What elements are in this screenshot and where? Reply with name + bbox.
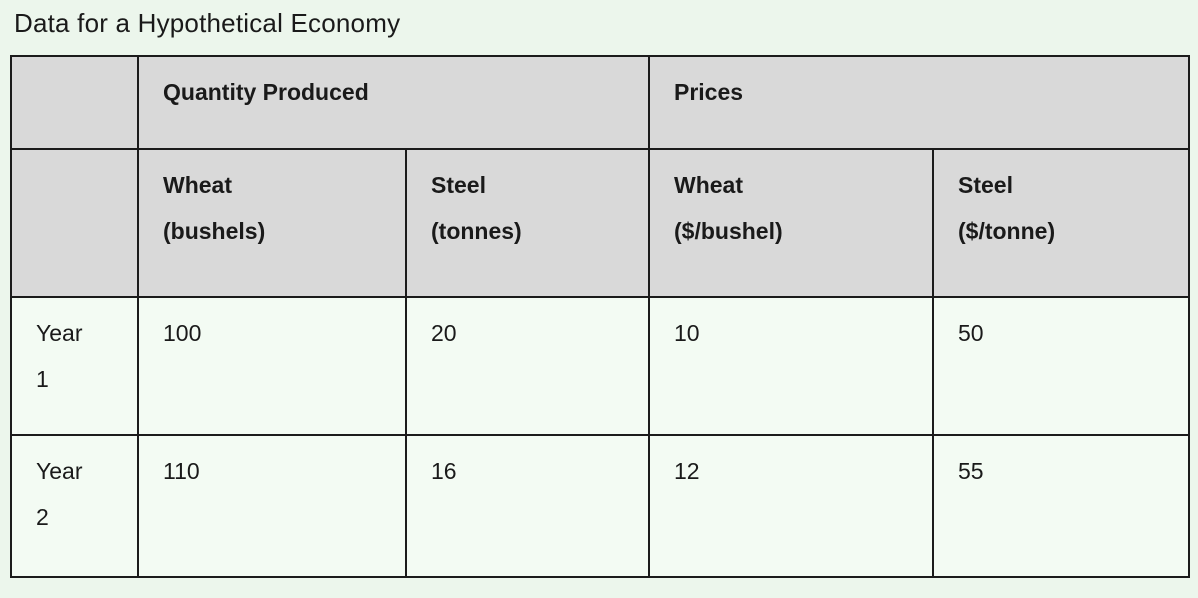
column-header-line-1: Wheat (163, 172, 232, 198)
table-row-year-1: Year 1 100 20 10 50 (10, 296, 1190, 436)
column-header-line-1: Steel (958, 172, 1013, 198)
row-header-line-2: 2 (36, 504, 49, 530)
corner-cell-top (10, 55, 139, 150)
column-header-line-2: ($/bushel) (674, 218, 783, 244)
row-header-year-2: Year 2 (10, 434, 139, 578)
cell-year1-steel-price: 50 (932, 296, 1190, 436)
cell-year2-wheat-bushels: 110 (137, 434, 407, 578)
column-header-steel-price: Steel ($/tonne) (932, 148, 1190, 298)
row-header-line-2: 1 (36, 366, 49, 392)
page: Data for a Hypothetical Economy Quantity… (10, 8, 1190, 578)
column-header-line-2: ($/tonne) (958, 218, 1056, 244)
column-header-steel-tonnes: Steel (tonnes) (405, 148, 650, 298)
cell-year2-wheat-price: 12 (648, 434, 934, 578)
row-header-year-1: Year 1 (10, 296, 139, 436)
cell-year1-steel-tonnes: 20 (405, 296, 650, 436)
column-header-line-2: (bushels) (163, 218, 266, 244)
column-header-row: Wheat (bushels) Steel (tonnes) Wheat ($/… (10, 148, 1190, 298)
page-title: Data for a Hypothetical Economy (14, 8, 401, 38)
cell-year1-wheat-bushels: 100 (137, 296, 407, 436)
column-header-wheat-bushels: Wheat (bushels) (137, 148, 407, 298)
cell-year2-steel-tonnes: 16 (405, 434, 650, 578)
column-header-line-2: (tonnes) (431, 218, 522, 244)
group-header-prices: Prices (648, 55, 1190, 150)
corner-cell-sub (10, 148, 139, 298)
column-header-line-1: Wheat (674, 172, 743, 198)
row-header-line-1: Year (36, 320, 83, 346)
cell-year1-wheat-price: 10 (648, 296, 934, 436)
row-header-line-1: Year (36, 458, 83, 484)
column-header-wheat-price: Wheat ($/bushel) (648, 148, 934, 298)
column-header-line-1: Steel (431, 172, 486, 198)
economy-data-table: Quantity Produced Prices Wheat (bushels)… (10, 55, 1190, 578)
cell-year2-steel-price: 55 (932, 434, 1190, 578)
group-header-row: Quantity Produced Prices (10, 55, 1190, 150)
group-header-quantity-produced: Quantity Produced (137, 55, 650, 150)
table-row-year-2: Year 2 110 16 12 55 (10, 434, 1190, 578)
